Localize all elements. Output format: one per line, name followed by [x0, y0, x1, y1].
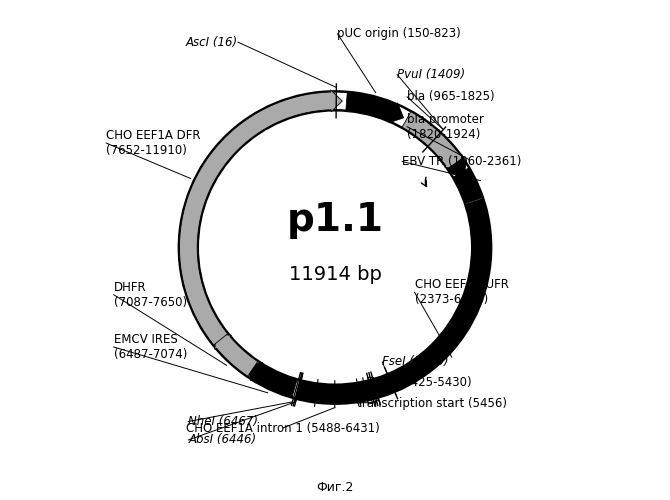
- Text: Фиг.2: Фиг.2: [316, 481, 354, 494]
- Text: 11914 bp: 11914 bp: [289, 266, 381, 284]
- Polygon shape: [215, 334, 258, 376]
- Wedge shape: [179, 92, 491, 404]
- Text: CHO EEF1A DFR
(7652-11910): CHO EEF1A DFR (7652-11910): [107, 129, 201, 157]
- Text: NheI (6467): NheI (6467): [188, 415, 259, 428]
- Text: transcription start (5456): transcription start (5456): [357, 396, 507, 409]
- Text: bla promoter
(1820-1924): bla promoter (1820-1924): [407, 112, 484, 140]
- Text: AscI (16): AscI (16): [186, 36, 238, 49]
- Polygon shape: [448, 158, 467, 176]
- Text: EBV TR (1960-2361): EBV TR (1960-2361): [402, 155, 521, 168]
- Text: pUC origin (150-823): pUC origin (150-823): [338, 27, 461, 40]
- Text: AbsI (6446): AbsI (6446): [188, 434, 257, 446]
- Polygon shape: [402, 112, 462, 170]
- Text: FseI (5213): FseI (5213): [383, 356, 449, 368]
- Text: CHO EEF1A intron 1 (5488-6431): CHO EEF1A intron 1 (5488-6431): [186, 422, 380, 434]
- Text: bla (965-1825): bla (965-1825): [407, 90, 494, 104]
- Text: TATA (5425-5430): TATA (5425-5430): [367, 376, 472, 390]
- Text: p1.1: p1.1: [287, 201, 383, 239]
- Text: EMCV IRES
(6487-7074): EMCV IRES (6487-7074): [114, 333, 187, 361]
- Polygon shape: [454, 168, 482, 203]
- Text: DHFR
(7087-7650): DHFR (7087-7650): [114, 281, 187, 308]
- Text: CHO EEF1A UFR
(2373-6443): CHO EEF1A UFR (2373-6443): [415, 278, 509, 306]
- Polygon shape: [180, 90, 342, 345]
- Polygon shape: [295, 198, 490, 403]
- Polygon shape: [247, 362, 297, 397]
- Polygon shape: [346, 92, 403, 123]
- Text: PvuI (1409): PvuI (1409): [397, 68, 465, 81]
